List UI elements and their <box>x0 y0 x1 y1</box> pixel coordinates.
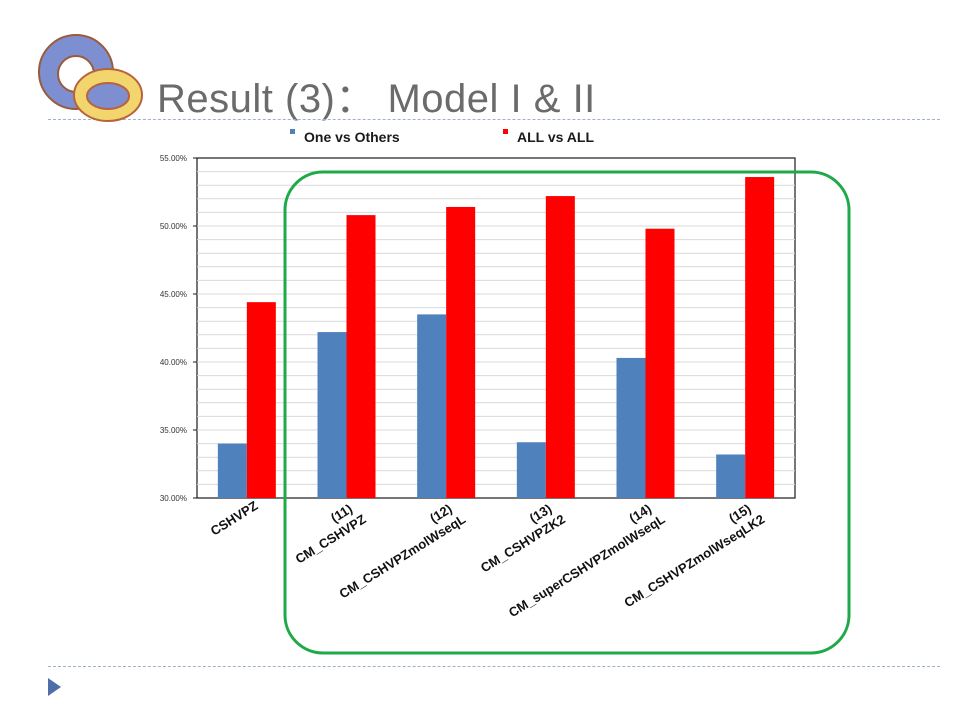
y-tick-label: 40.00% <box>160 358 187 367</box>
bar-one-vs-others-2 <box>317 332 347 498</box>
svg-text:CSHVPZ: CSHVPZ <box>208 498 261 539</box>
triangle-bullet-icon[interactable] <box>48 678 61 696</box>
bar-all-vs-all-5 <box>645 228 675 498</box>
bar-one-vs-others-1 <box>217 443 247 498</box>
chart-legend: One vs Others ALL vs ALL <box>290 129 594 145</box>
bar-all-vs-all-1 <box>246 302 276 498</box>
svg-text:(13)CM_CSHVPZK2: (13)CM_CSHVPZK2 <box>469 498 568 576</box>
bar-one-vs-others-6 <box>716 454 746 498</box>
y-tick-label: 45.00% <box>160 290 187 299</box>
legend-swatch-1 <box>290 129 295 134</box>
svg-text:(11)CM_CSHVPZ: (11)CM_CSHVPZ <box>284 498 368 567</box>
bar-one-vs-others-5 <box>616 357 646 498</box>
x-tick-label-1: CSHVPZ <box>208 498 261 539</box>
y-tick-label: 35.00% <box>160 426 187 435</box>
y-tick-label: 50.00% <box>160 222 187 231</box>
bar-one-vs-others-4 <box>516 442 546 498</box>
bar-one-vs-others-3 <box>417 314 447 498</box>
rings-logo-icon <box>38 34 143 122</box>
x-axis-labels: CSHVPZ (11)CM_CSHVPZ (12)CM_CSHVPZmolWseqL… <box>208 498 767 620</box>
legend-label-2: ALL vs ALL <box>517 129 594 145</box>
plot-area: 30.00% 35.00% 40.00% 45.00% 50.00% 55.00% <box>160 154 796 503</box>
bar-all-vs-all-6 <box>745 177 775 499</box>
y-tick-label: 55.00% <box>160 154 187 163</box>
title-divider <box>48 119 940 120</box>
highlight-box <box>283 170 851 655</box>
y-tick-label: 30.00% <box>160 494 187 503</box>
legend-label-1: One vs Others <box>304 129 400 145</box>
bar-all-vs-all-2 <box>346 215 376 498</box>
legend-swatch-2 <box>503 129 508 134</box>
slide-title: Result (3)： Model I & II <box>157 77 596 121</box>
x-tick-label-2: (11)CM_CSHVPZ <box>284 498 369 567</box>
bar-all-vs-all-4 <box>545 196 575 498</box>
x-tick-label-4: (13)CM_CSHVPZK2 <box>469 498 568 576</box>
footer-divider <box>48 666 940 667</box>
bar-all-vs-all-3 <box>446 206 476 498</box>
plot-frame <box>196 157 796 499</box>
